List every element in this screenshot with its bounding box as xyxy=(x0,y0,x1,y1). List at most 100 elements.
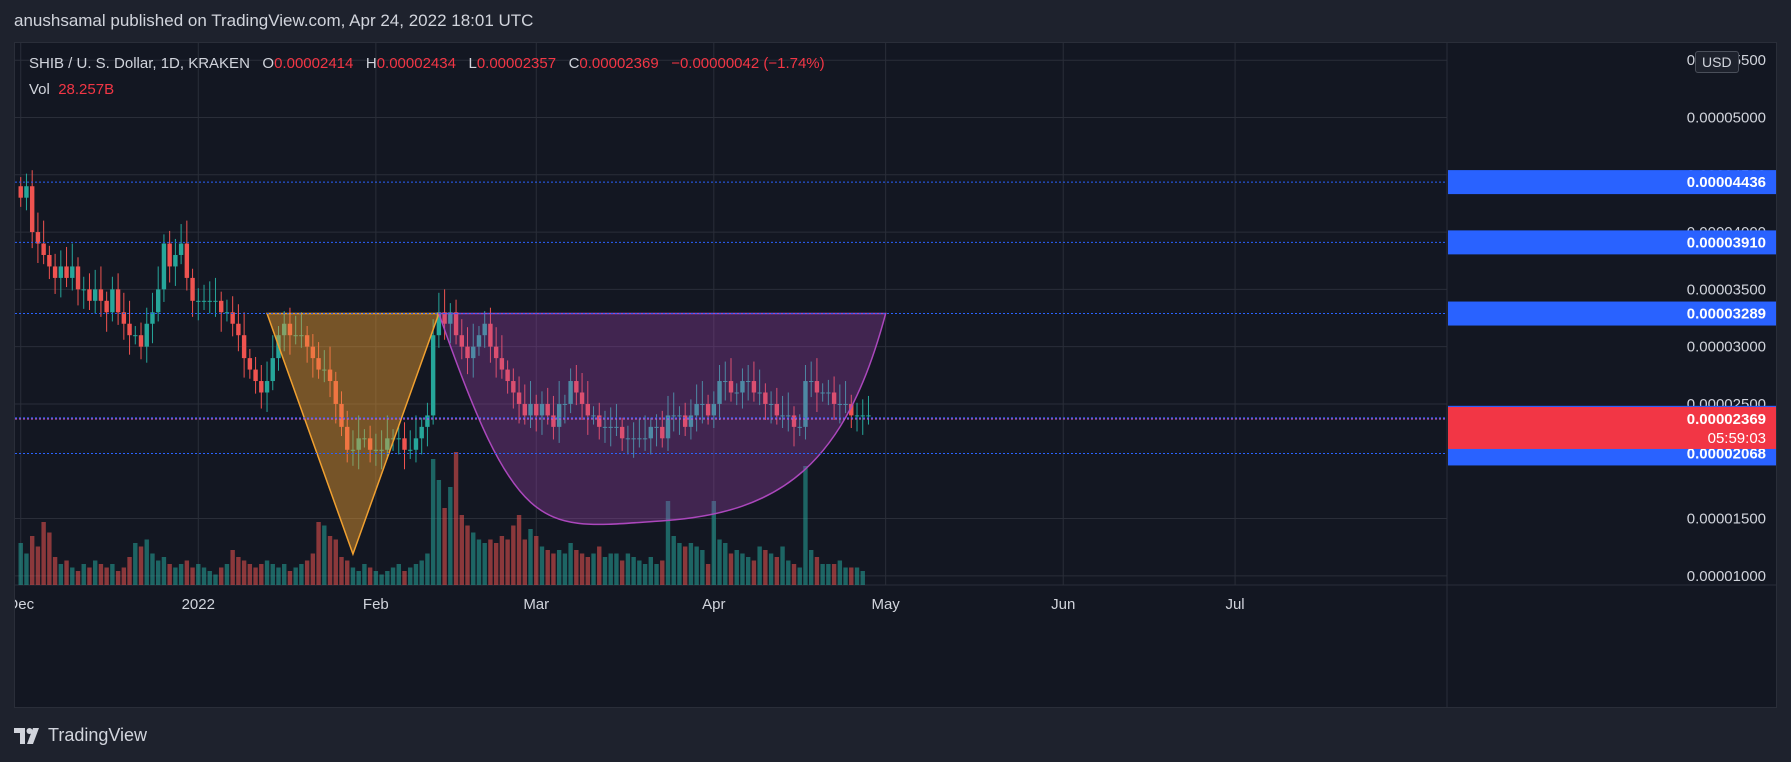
candle-body xyxy=(488,323,493,347)
volume-bar xyxy=(763,550,768,585)
x-tick-label: Apr xyxy=(702,596,725,613)
volume-bar xyxy=(751,560,757,585)
volume-legend: Vol 28.257B xyxy=(29,81,114,98)
candle-body xyxy=(241,335,247,359)
volume-bar xyxy=(797,567,802,585)
volume-bar xyxy=(539,546,545,585)
candle-body xyxy=(70,266,75,278)
volume-bar xyxy=(224,564,230,585)
candle-body xyxy=(299,335,304,337)
volume-bar xyxy=(184,560,190,585)
volume-bar xyxy=(820,564,825,585)
candle-body xyxy=(568,381,573,404)
candle-body xyxy=(138,335,144,347)
candle-body xyxy=(602,426,608,428)
candle-body xyxy=(831,392,837,404)
volume-bar xyxy=(837,560,843,585)
y-tick-label: 0.00001500 xyxy=(1687,511,1766,528)
volume-bar xyxy=(293,567,298,585)
change-value: −0.00000042 (−1.74%) xyxy=(671,55,825,72)
open-label: O xyxy=(262,55,275,72)
price-chart[interactable]: 0.000055000.000050000.000045000.00004000… xyxy=(15,43,1776,707)
candle-body xyxy=(448,312,453,324)
volume-bar xyxy=(637,560,642,585)
volume-bar xyxy=(768,553,774,585)
volume-bar xyxy=(178,564,184,585)
y-tick-label: 0.00003000 xyxy=(1687,339,1766,356)
candle-body xyxy=(350,449,356,451)
volume-bar xyxy=(734,550,739,585)
volume-bar xyxy=(740,553,745,585)
candle-body xyxy=(648,426,654,439)
volume-bar xyxy=(70,567,75,585)
candle-body xyxy=(826,392,831,394)
volume-label[interactable]: Vol xyxy=(29,81,50,98)
volume-bar xyxy=(161,557,167,585)
volume-value: 28.257B xyxy=(58,81,115,98)
candle-body xyxy=(637,438,642,440)
candle-body xyxy=(58,266,64,278)
volume-bar xyxy=(35,546,41,585)
candle-body xyxy=(425,415,430,427)
candle-body xyxy=(562,403,568,405)
candle-body xyxy=(408,449,413,451)
candle-body xyxy=(121,312,127,324)
volume-bar xyxy=(419,560,424,585)
candle-body xyxy=(362,438,367,440)
candle-body xyxy=(18,186,23,198)
volume-bar xyxy=(413,564,419,585)
candle-body xyxy=(574,381,579,393)
candle-body xyxy=(808,381,814,383)
volume-bar xyxy=(390,567,396,585)
chart-pane[interactable]: 0.000055000.000050000.000045000.00004000… xyxy=(14,42,1777,708)
volume-bar xyxy=(121,567,127,585)
candle-body xyxy=(115,289,121,313)
volume-bar xyxy=(705,564,711,585)
volume-bar xyxy=(367,567,373,585)
volume-bar xyxy=(304,560,310,585)
candle-body xyxy=(849,403,854,416)
ohlc-legend: SHIB / U. S. Dollar, 1D, KRAKEN O0.00002… xyxy=(29,55,825,72)
candle-body xyxy=(751,381,757,393)
volume-bar xyxy=(654,564,659,585)
candle-body xyxy=(860,415,865,417)
volume-bar xyxy=(677,543,682,585)
volume-bar xyxy=(694,546,699,585)
volume-bar xyxy=(219,567,224,585)
candle-body xyxy=(259,381,264,393)
volume-bar xyxy=(430,459,436,585)
volume-bar xyxy=(614,553,619,585)
candle-body xyxy=(682,415,688,427)
candle-body xyxy=(104,300,109,313)
volume-bar xyxy=(201,567,207,585)
volume-bar xyxy=(64,560,69,585)
volume-bar xyxy=(356,571,361,585)
candle-body xyxy=(87,289,92,301)
volume-bar xyxy=(24,553,29,585)
high-label: H xyxy=(365,55,377,72)
symbol-label[interactable]: SHIB / U. S. Dollar, 1D, KRAKEN xyxy=(29,55,250,72)
candle-body xyxy=(333,381,338,404)
volume-bar xyxy=(299,564,304,585)
currency-button[interactable]: USD xyxy=(1695,51,1739,73)
level-price-label: 0.00002068 xyxy=(1687,445,1766,462)
volume-bar xyxy=(453,452,459,585)
volume-bar xyxy=(18,543,23,585)
volume-bar xyxy=(138,546,144,585)
volume-bar xyxy=(700,550,705,585)
candle-body xyxy=(539,403,545,416)
y-tick-label: 0.00003500 xyxy=(1687,281,1766,298)
volume-bar xyxy=(379,574,384,585)
candle-body xyxy=(545,403,550,416)
volume-bar xyxy=(270,564,275,585)
volume-bar xyxy=(585,557,590,585)
candle-body xyxy=(47,254,52,267)
candle-body xyxy=(608,426,613,428)
candle-body xyxy=(723,381,728,383)
candle-body xyxy=(700,403,705,405)
candle-body xyxy=(396,438,401,440)
candle-body xyxy=(631,438,636,440)
volume-bar xyxy=(58,564,64,585)
candle-body xyxy=(511,381,516,393)
volume-bar xyxy=(75,571,81,585)
